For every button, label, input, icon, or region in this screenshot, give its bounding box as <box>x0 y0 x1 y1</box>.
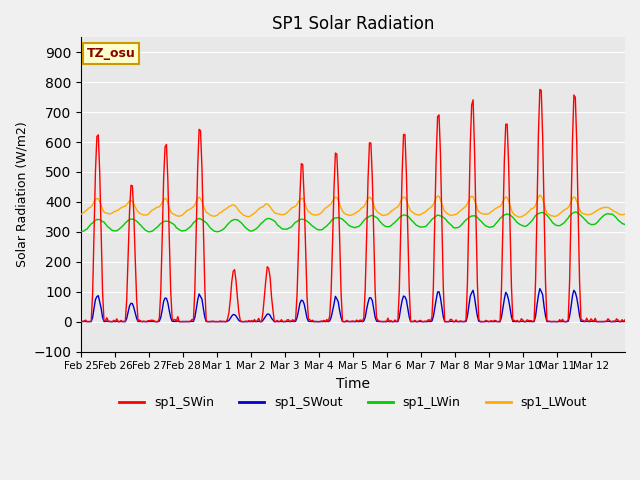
X-axis label: Time: Time <box>336 377 370 391</box>
Title: SP1 Solar Radiation: SP1 Solar Radiation <box>272 15 435 33</box>
Text: TZ_osu: TZ_osu <box>86 47 136 60</box>
Y-axis label: Solar Radiation (W/m2): Solar Radiation (W/m2) <box>15 121 28 267</box>
Legend: sp1_SWin, sp1_SWout, sp1_LWin, sp1_LWout: sp1_SWin, sp1_SWout, sp1_LWin, sp1_LWout <box>115 391 592 414</box>
